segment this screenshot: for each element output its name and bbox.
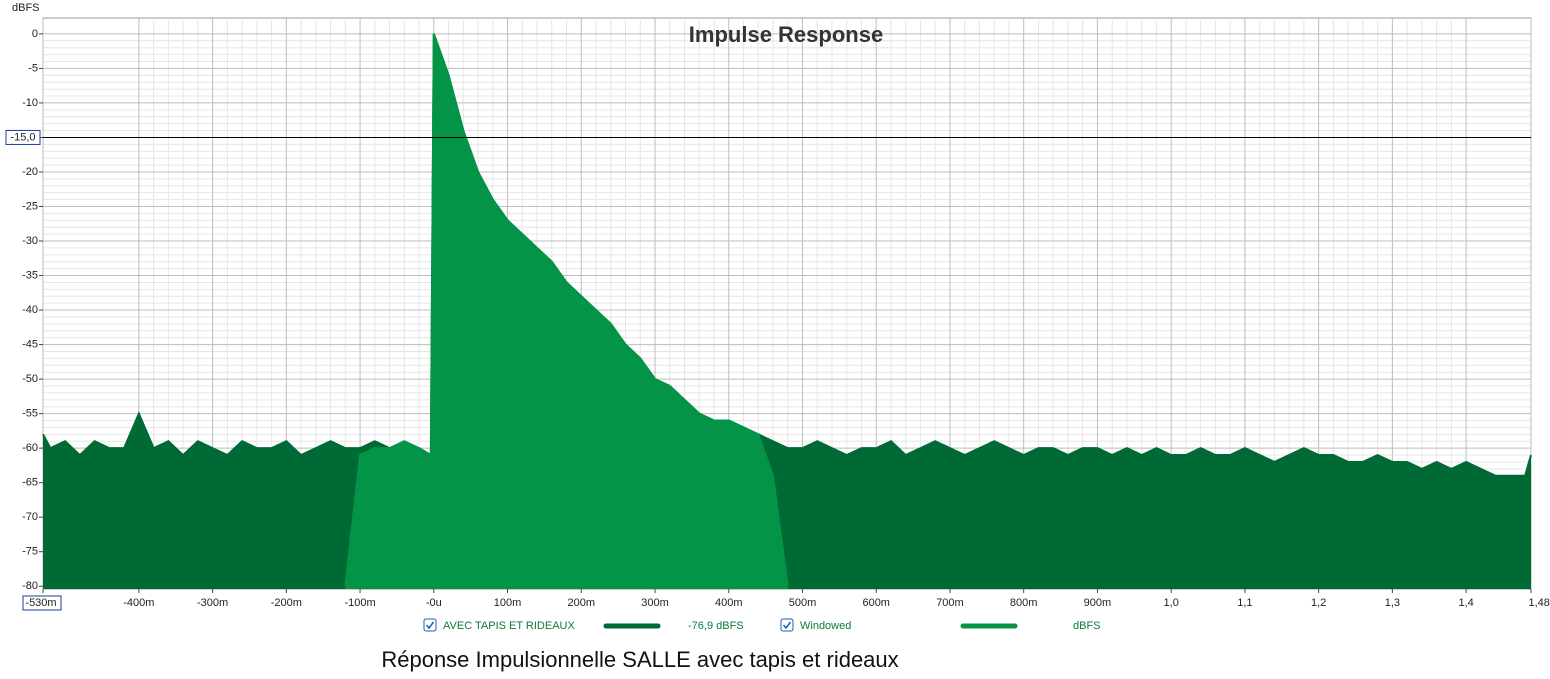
cursor-box xyxy=(5,129,41,145)
x-tick-label: -530m xyxy=(25,597,56,609)
legend-readout: -76,9 dBFS xyxy=(688,620,744,632)
x-tick-label: 300m xyxy=(641,597,669,609)
y-tick-label: -55 xyxy=(22,408,38,420)
legend-checkbox[interactable] xyxy=(780,618,794,632)
y-tick-label: -60 xyxy=(22,442,38,454)
y-tick-label: -5 xyxy=(28,62,38,74)
chart-title: Impulse Response xyxy=(689,22,883,47)
x-tick-label: 1,2 xyxy=(1311,597,1326,609)
y-tick-label: -50 xyxy=(22,373,38,385)
y-tick-label: -25 xyxy=(22,200,38,212)
y-tick-label: -40 xyxy=(22,304,38,316)
legend-label: Windowed xyxy=(800,620,851,632)
y-tick-label: 0 xyxy=(32,28,38,40)
x-tick-label: 900m xyxy=(1084,597,1112,609)
x-tick-label: 600m xyxy=(862,597,890,609)
x-tick-label: 1,4 xyxy=(1458,597,1473,609)
x-tick-label: -400m xyxy=(123,597,154,609)
y-tick-label: -20 xyxy=(22,166,38,178)
x-tick-label: 400m xyxy=(715,597,743,609)
x-tick-label: 100m xyxy=(494,597,522,609)
caption: Réponse Impulsionnelle SALLE avec tapis … xyxy=(381,647,898,672)
x-start-box xyxy=(22,595,62,611)
y-tick-label: -80 xyxy=(22,580,38,592)
legend-readout: dBFS xyxy=(1073,620,1101,632)
y-tick-label: -30 xyxy=(22,235,38,247)
x-tick-label: -0u xyxy=(426,597,442,609)
cursor-label: -15,0 xyxy=(10,131,35,143)
y-tick-label: -75 xyxy=(22,546,38,558)
legend-checkbox[interactable] xyxy=(423,618,437,632)
x-tick-label: 200m xyxy=(568,597,596,609)
x-tick-label: -100m xyxy=(344,597,375,609)
x-tick-label: -300m xyxy=(197,597,228,609)
y-tick-label: -70 xyxy=(22,511,38,523)
y-tick-label: -65 xyxy=(22,477,38,489)
legend-label: AVEC TAPIS ET RIDEAUX xyxy=(443,620,575,632)
x-tick-label: 1,488s xyxy=(1528,597,1550,609)
x-tick-label: 500m xyxy=(789,597,817,609)
x-tick-label: 1,1 xyxy=(1237,597,1252,609)
x-tick-label: 700m xyxy=(936,597,964,609)
x-tick-label: 800m xyxy=(1010,597,1038,609)
y-tick-label: -10 xyxy=(22,97,38,109)
x-tick-label: 1,3 xyxy=(1385,597,1400,609)
y-unit: dBFS xyxy=(12,2,40,14)
checkmark xyxy=(425,621,435,630)
series-line xyxy=(344,33,789,587)
checkmark xyxy=(782,621,792,630)
area-fill xyxy=(345,33,788,589)
series-line xyxy=(42,33,1532,477)
y-tick-label: -35 xyxy=(22,269,38,281)
x-tick-label: -200m xyxy=(271,597,302,609)
x-tick-label: 1,0 xyxy=(1164,597,1179,609)
y-tick-label: -45 xyxy=(22,338,38,350)
